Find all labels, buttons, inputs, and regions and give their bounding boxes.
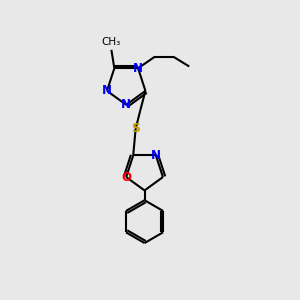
Text: S: S xyxy=(131,122,140,135)
Text: N: N xyxy=(133,62,143,75)
Text: O: O xyxy=(121,171,131,184)
Text: CH₃: CH₃ xyxy=(102,38,121,47)
Text: N: N xyxy=(151,149,161,162)
Text: N: N xyxy=(121,98,131,111)
Text: N: N xyxy=(102,84,112,98)
